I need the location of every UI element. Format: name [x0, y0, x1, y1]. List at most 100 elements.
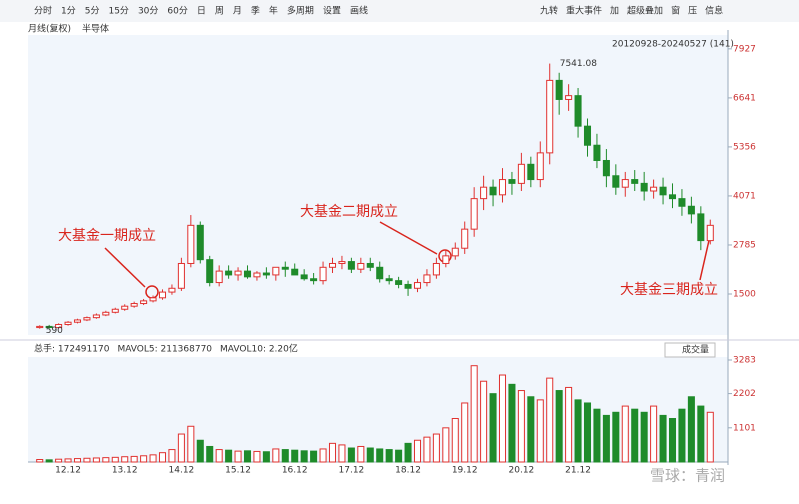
x-tick-label: 15.12	[225, 466, 251, 476]
tool[interactable]: 九转	[540, 5, 558, 17]
candle-body	[442, 255, 450, 264]
volume-bar	[121, 456, 129, 463]
candle-body	[432, 262, 440, 276]
annotation: 大基金一期成立	[58, 227, 156, 244]
tab[interactable]: 多周期	[287, 5, 314, 17]
candle-body	[130, 303, 138, 307]
tab[interactable]: 分时	[34, 5, 52, 17]
volume-bar	[225, 449, 233, 463]
volume-bar	[621, 405, 629, 463]
volume-bar	[234, 450, 242, 463]
tab[interactable]: 画线	[350, 5, 368, 17]
candle-body	[508, 179, 516, 184]
candle-body	[498, 179, 507, 196]
candle-body	[55, 324, 63, 329]
tool[interactable]: 窗	[671, 5, 680, 17]
dropdown-label[interactable]: 成交量	[682, 344, 709, 356]
candle-body	[300, 274, 308, 280]
volume-bar	[130, 455, 138, 463]
volume-bar	[92, 457, 100, 463]
candle-body	[451, 247, 459, 257]
tab[interactable]: 30分	[138, 6, 158, 17]
volume-bar	[357, 445, 365, 463]
tab[interactable]: 季	[251, 5, 260, 17]
y-tick-label: 2785	[733, 240, 756, 250]
candle-body	[121, 305, 129, 310]
high-label: 7541.08	[560, 59, 597, 69]
tab[interactable]: 月	[233, 6, 242, 17]
candle-body	[177, 262, 185, 289]
volume-bar	[508, 383, 516, 463]
candle-body	[83, 317, 91, 321]
volume-bar	[36, 459, 44, 463]
tab[interactable]: 1分	[61, 6, 76, 17]
volume-bar	[272, 448, 280, 463]
toolbar-bg	[0, 0, 799, 22]
candle-body	[225, 270, 233, 276]
tool[interactable]: 压	[688, 6, 697, 17]
tool[interactable]: 加	[610, 6, 619, 17]
volume-bar	[423, 436, 431, 463]
candle-body	[687, 205, 695, 215]
volume-bar	[631, 408, 639, 463]
tab[interactable]: 设置	[323, 6, 341, 17]
volume-bar	[376, 448, 384, 463]
volume-bar	[243, 450, 252, 463]
tab[interactable]: 60分	[167, 6, 187, 17]
candle-body	[253, 272, 261, 278]
x-tick-label: 20.12	[509, 466, 535, 476]
volume-bar	[281, 449, 289, 463]
y-tick-label: 3283	[733, 356, 756, 366]
tool[interactable]: 信息	[705, 5, 723, 17]
volume-bar	[612, 411, 620, 463]
candle-body	[583, 125, 592, 146]
dropdown[interactable]	[664, 342, 716, 358]
volume-bar	[451, 418, 459, 463]
x-tick-label: 18.12	[395, 466, 421, 476]
candle-body	[612, 175, 620, 188]
annotation: 大基金三期成立	[620, 281, 718, 298]
volume-bar	[517, 390, 525, 463]
candle-body	[527, 163, 535, 181]
tab[interactable]: 周	[215, 6, 224, 17]
candle-body	[489, 186, 497, 196]
volume-bar	[480, 380, 488, 463]
candle-body	[140, 300, 148, 305]
candle-body	[338, 261, 346, 264]
candle-body	[168, 287, 176, 293]
volume-bar	[300, 450, 308, 463]
tab[interactable]: 5分	[85, 6, 100, 17]
volume-bar	[328, 442, 337, 463]
candle-body	[262, 272, 270, 276]
volume-bar	[536, 399, 544, 463]
candle-body	[470, 198, 478, 230]
candle-body	[347, 261, 355, 270]
tab[interactable]: 日	[197, 6, 206, 17]
volume-bar	[385, 449, 393, 463]
candle-body	[196, 224, 204, 261]
tab[interactable]: 年	[269, 5, 278, 17]
y-tick-label: 4071	[733, 191, 756, 201]
range-label: 20120928-20240527 (141)	[612, 40, 734, 50]
candle-body	[423, 274, 431, 284]
candle-body	[328, 262, 337, 268]
tool[interactable]: 超级叠加	[627, 5, 663, 17]
y-tick-label: 2202	[733, 389, 756, 399]
candle-body	[621, 179, 629, 188]
x-tick-label: 17.12	[339, 466, 365, 476]
volume-bar	[55, 458, 63, 463]
volume-bar	[338, 444, 346, 463]
candle-body	[111, 308, 119, 313]
candle-body	[640, 182, 648, 192]
y-tick-label: 6641	[733, 93, 756, 103]
y-tick-label: 1101	[733, 423, 756, 433]
volume-bar	[527, 396, 535, 463]
tool[interactable]: 重大事件	[566, 5, 602, 17]
volume-legend: 总手: 172491170	[34, 343, 110, 355]
volume-bar	[461, 402, 469, 463]
volume-bar	[395, 449, 403, 463]
volume-bar	[140, 455, 148, 463]
candle-body	[376, 266, 384, 280]
tab[interactable]: 15分	[108, 6, 128, 17]
